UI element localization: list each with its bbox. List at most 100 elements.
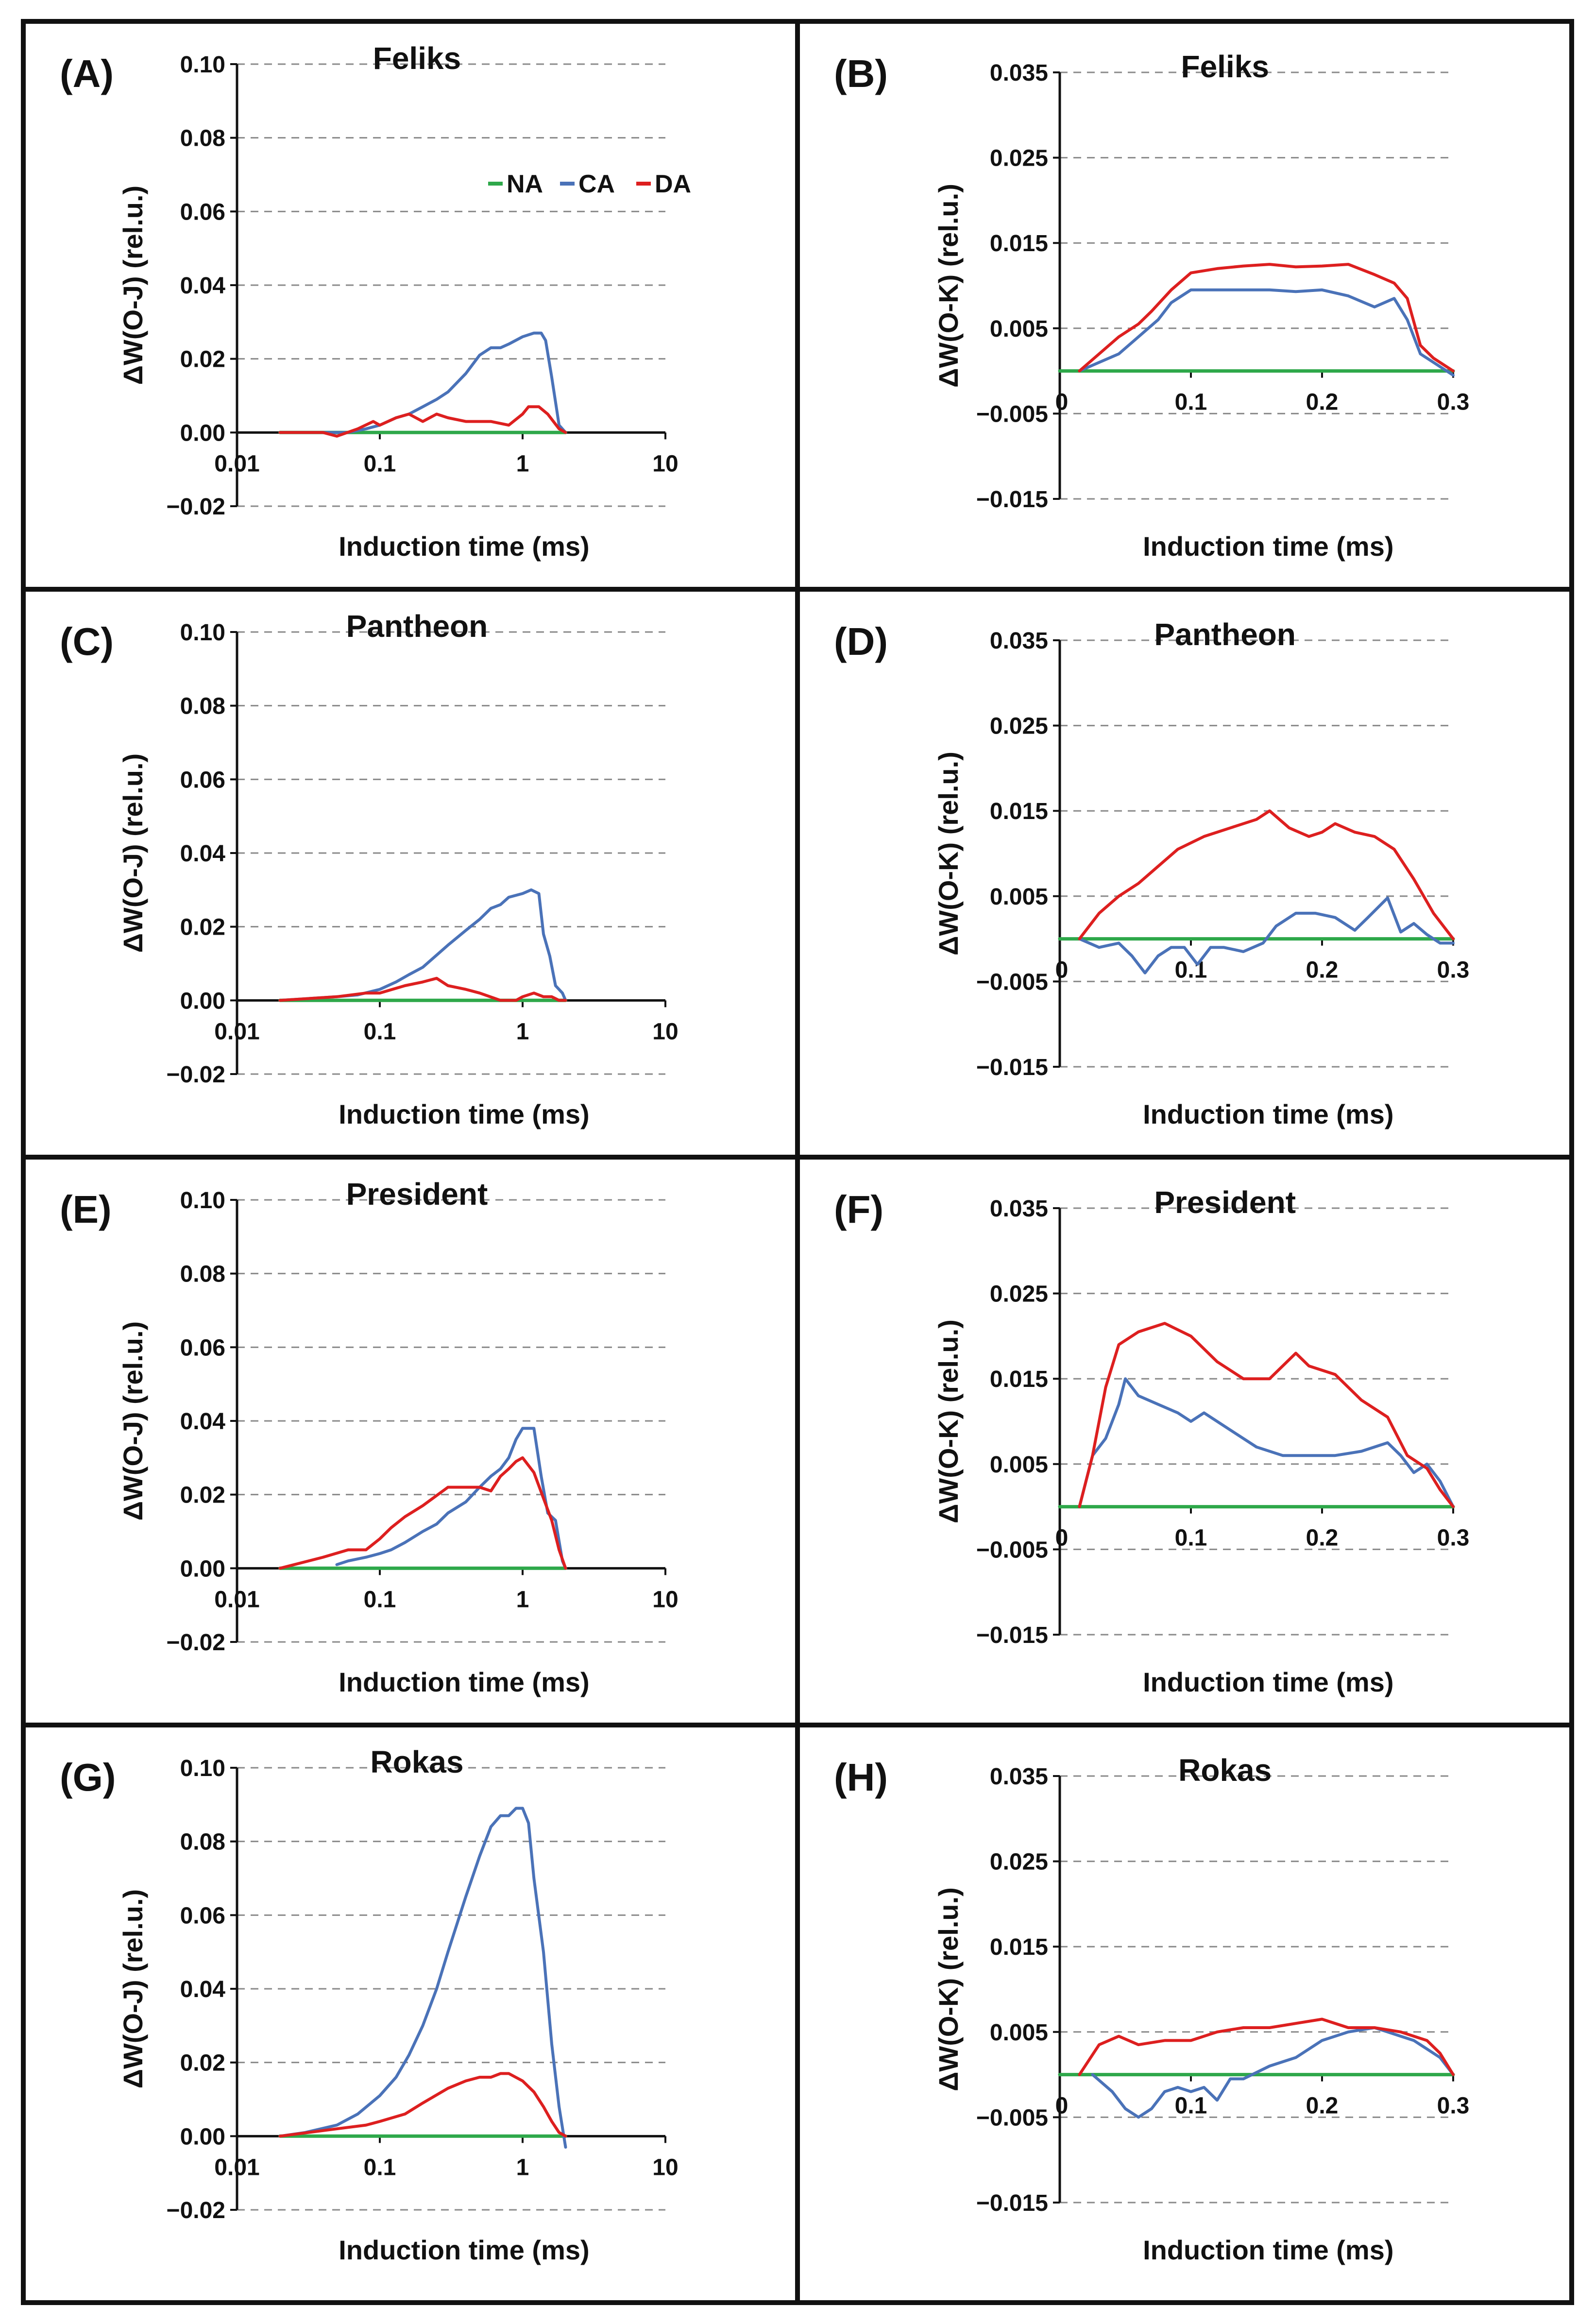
x-axis-title: Induction time (ms) (339, 1667, 589, 1697)
panel-title: Pantheon (1154, 617, 1296, 652)
panel-title: Pantheon (346, 609, 488, 644)
panel-label: (G) (60, 1756, 116, 1799)
y-tick-label: −0.015 (976, 1623, 1048, 1648)
y-tick-label: 0.035 (990, 628, 1048, 654)
panel-title: President (1154, 1185, 1296, 1220)
x-tick-label: 10 (652, 1587, 678, 1612)
series-line-ca (1078, 1377, 1455, 1508)
y-tick-label: 0.00 (180, 988, 225, 1014)
panel-b: 0.035 0.025 0.015 0.005 −0.005 −0.015 0 0.1 0.2 0… (834, 49, 1469, 562)
x-tick-label: 0.01 (214, 1019, 259, 1044)
legend-label-ca: CA (578, 170, 615, 198)
y-tick-label: −0.015 (976, 2190, 1048, 2216)
y-tick-label: 0.025 (990, 1282, 1048, 1307)
y-tick-label: 0.02 (180, 915, 225, 940)
panel-label: (A) (60, 52, 114, 95)
x-tick-label: 0.3 (1437, 1525, 1470, 1551)
y-tick-label: 0.08 (180, 694, 225, 719)
y-tick-label: −0.02 (167, 1630, 225, 1656)
y-tick-label: −0.005 (976, 2105, 1048, 2131)
panel-title: Feliks (1181, 49, 1269, 84)
y-tick-label: 0.025 (990, 146, 1048, 171)
panel-d: 0.035 0.025 0.015 0.005 −0.005 −0.015 0 0.1 0.2 0… (834, 617, 1469, 1129)
y-axis-title: ΔW(O-J) (rel.u.) (118, 1889, 148, 2088)
y-axis-title: ΔW(O-J) (rel.u.) (118, 186, 148, 385)
y-axis-title: ΔW(O-J) (rel.u.) (118, 1321, 148, 1521)
x-axis-title: Induction time (ms) (1143, 1667, 1393, 1697)
y-tick-label: 0.015 (990, 231, 1048, 256)
y-tick-label: 0.00 (180, 2124, 225, 2150)
panel-label: (C) (60, 620, 114, 663)
series-line-ca (335, 1427, 567, 1570)
series-line-da (1078, 263, 1455, 373)
x-tick-label: 0.2 (1306, 2093, 1339, 2119)
x-axis-title: Induction time (ms) (339, 2235, 589, 2265)
y-tick-label: 0.04 (180, 1977, 226, 2002)
x-tick-label: 0.3 (1437, 390, 1470, 415)
x-tick-label: 0.1 (1175, 390, 1207, 415)
legend-label-na: NA (507, 170, 543, 198)
series-line-da (1078, 809, 1455, 940)
y-tick-label: 0.06 (180, 1903, 225, 1929)
y-axis-title: ΔW(O-J) (rel.u.) (118, 753, 148, 953)
panel-h: 0.035 0.025 0.015 0.005 −0.005 −0.015 0 0.1 0.2 0… (834, 1753, 1469, 2265)
y-tick-label: 0.10 (180, 1756, 225, 1781)
y-axis-title: ΔW(O-K) (rel.u.) (933, 1319, 964, 1523)
y-tick-label: 0.005 (990, 884, 1048, 910)
x-tick-label: 0.1 (364, 2154, 396, 2180)
panel-label: (D) (834, 620, 888, 663)
y-tick-label: 0.04 (180, 1409, 226, 1435)
panel-title: Rokas (1178, 1753, 1272, 1788)
x-tick-label: 1 (516, 2154, 529, 2180)
x-axis-title: Induction time (ms) (1143, 1099, 1393, 1129)
x-tick-label: 0.2 (1306, 390, 1339, 415)
x-tick-label: 1 (516, 451, 529, 477)
y-tick-label: 0.06 (180, 767, 225, 793)
x-tick-label: 0 (1055, 1525, 1069, 1551)
series-line-ca (1078, 288, 1455, 377)
x-tick-label: 0.01 (214, 1587, 259, 1612)
panel-label: (H) (834, 1756, 888, 1799)
y-tick-label: −0.005 (976, 401, 1048, 427)
y-axis-title: ΔW(O-K) (rel.u.) (933, 752, 964, 956)
series-line-da (278, 405, 567, 438)
panel-title: Rokas (370, 1744, 463, 1779)
y-tick-label: −0.015 (976, 487, 1048, 513)
x-tick-label: 0.2 (1306, 957, 1339, 983)
series-line-ca (278, 331, 567, 434)
y-tick-label: 0.025 (990, 714, 1048, 739)
x-axis-title: Induction time (ms) (339, 1099, 589, 1129)
x-tick-label: 10 (652, 451, 678, 477)
series-line-da (1078, 2017, 1455, 2076)
x-tick-label: 0.1 (364, 451, 396, 477)
x-tick-label: 10 (652, 2154, 678, 2180)
panel-label: (E) (60, 1188, 112, 1231)
y-tick-label: 0.06 (180, 199, 225, 225)
series-line-ca (1091, 2026, 1455, 2119)
series-line-da (1078, 1322, 1455, 1508)
x-tick-label: 1 (516, 1587, 529, 1612)
y-tick-label: 0.015 (990, 1367, 1048, 1392)
x-tick-label: 0.1 (1175, 957, 1207, 983)
x-tick-label: 0.1 (1175, 2093, 1207, 2119)
x-tick-label: 0 (1055, 957, 1069, 983)
y-tick-label: 0.06 (180, 1335, 225, 1361)
y-tick-label: 0.08 (180, 126, 225, 152)
x-tick-label: 0.1 (1175, 1525, 1207, 1551)
y-tick-label: 0.00 (180, 1556, 225, 1582)
panel-a: 0.10 0.08 0.06 0.04 0.02 0.00 −0.02 0.01 0.1 1 10 F… (60, 41, 679, 562)
y-tick-label: −0.005 (976, 1537, 1048, 1563)
y-axis-title: ΔW(O-K) (rel.u.) (933, 184, 964, 388)
y-tick-label: 0.08 (180, 1262, 225, 1287)
y-tick-label: 0.035 (990, 60, 1048, 86)
y-tick-label: 0.005 (990, 2020, 1048, 2046)
legend-label-da: DA (655, 170, 691, 198)
x-tick-label: 0 (1055, 2093, 1069, 2119)
x-tick-label: 0.01 (214, 451, 259, 477)
y-tick-label: 0.02 (180, 1483, 225, 1508)
panel-title: Feliks (373, 41, 461, 76)
x-tick-label: 10 (652, 1019, 678, 1044)
x-axis-title: Induction time (ms) (1143, 2235, 1393, 2265)
series-line-ca (1078, 896, 1455, 974)
series-line-da (278, 1456, 567, 1570)
